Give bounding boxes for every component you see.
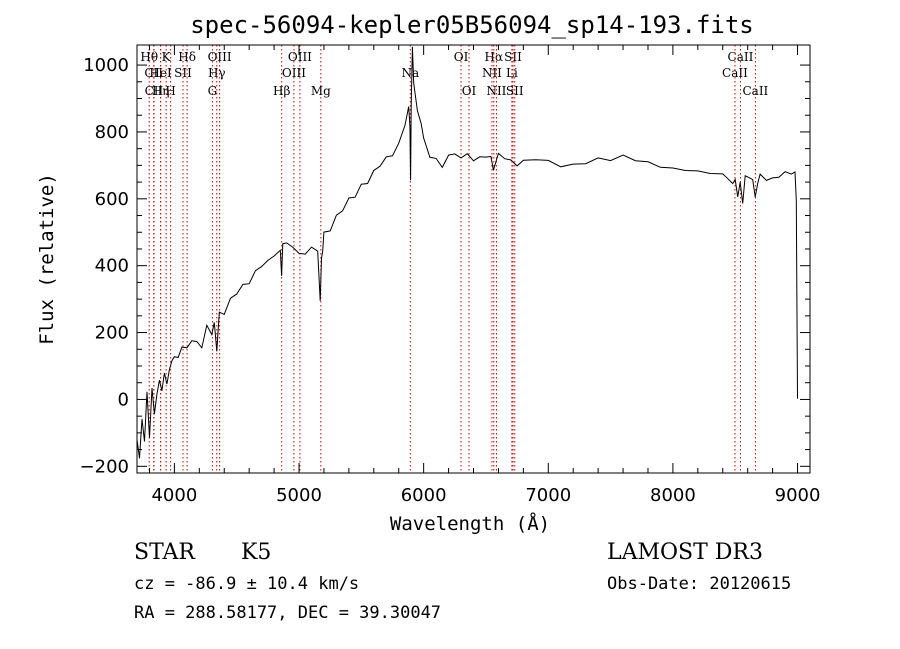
spectral-line-label-23: Li bbox=[506, 66, 518, 80]
x-tick-label: 5000 bbox=[276, 485, 322, 506]
spectral-line-label-26: CaII bbox=[722, 66, 748, 80]
spectral-line-label-12: Hβ bbox=[273, 84, 290, 98]
y-tick-label: −200 bbox=[80, 456, 129, 477]
spectral-line-label-22: SII bbox=[504, 50, 522, 64]
spectral-line-label-16: Na bbox=[401, 66, 419, 80]
spectral-line-label-7: H bbox=[165, 84, 175, 98]
spectral-line-label-11: G bbox=[208, 84, 218, 98]
chart-title: spec-56094-kepler05B56094_sp14-193.fits bbox=[190, 11, 754, 39]
y-tick-label: 1000 bbox=[83, 55, 129, 76]
spectral-line-label-5: Hη bbox=[152, 84, 170, 98]
spectral-line-label-19: Hα bbox=[485, 50, 504, 64]
axes: 4000 5000 6000 7000 8000 9000 −200 0 200 400 600 80… bbox=[80, 44, 821, 506]
y-tick-label: 800 bbox=[95, 122, 129, 143]
coordinates: RA = 288.58177, DEC = 39.30047 bbox=[134, 603, 442, 623]
spectral-line-label-13: OIII bbox=[288, 50, 312, 64]
redshift-velocity: cz = -86.9 ± 10.4 km/s bbox=[134, 574, 360, 594]
y-axis-label: Flux (relative) bbox=[36, 173, 58, 345]
x-tick-label: 7000 bbox=[525, 485, 571, 506]
spectral-line-label-6: SII bbox=[174, 66, 192, 80]
spectral-line-label-15: Mg bbox=[311, 84, 331, 98]
survey-name: LAMOST DR3 bbox=[607, 540, 763, 565]
spectral-line-label-2: CII bbox=[145, 84, 164, 98]
spectral-line-label-21: NII bbox=[486, 84, 506, 98]
plot-area bbox=[136, 46, 798, 459]
y-tick-label: 200 bbox=[95, 323, 129, 344]
y-tick-label: 600 bbox=[95, 189, 129, 210]
spectral-line-label-0: Hθ bbox=[140, 50, 158, 64]
observation-date: Obs-Date: 20120615 bbox=[607, 574, 792, 594]
object-subclass: K5 bbox=[241, 540, 272, 565]
spectral-line-label-17: OI bbox=[454, 50, 469, 64]
y-tick-label: 400 bbox=[95, 256, 129, 277]
x-tick-label: 4000 bbox=[151, 485, 197, 506]
plot-frame bbox=[136, 44, 811, 474]
spectral-line-label-18: OI bbox=[462, 84, 477, 98]
spectral-line-label-24: SII bbox=[506, 84, 524, 98]
spectrum-series-line bbox=[136, 46, 798, 459]
x-tick-label: 8000 bbox=[650, 485, 696, 506]
spectral-line-label-20: NII bbox=[482, 66, 502, 80]
spectral-line-label-3: K bbox=[162, 50, 172, 64]
x-tick-label: 9000 bbox=[775, 485, 821, 506]
spectral-line-label-25: CaII bbox=[728, 50, 754, 64]
spectral-line-label-10: Hγ bbox=[208, 66, 226, 80]
x-tick-label: 6000 bbox=[401, 485, 447, 506]
x-axis-label: Wavelength (Å) bbox=[390, 512, 550, 535]
spectral-line-label-27: CaII bbox=[742, 84, 768, 98]
spectral-line-label-8: Hδ bbox=[178, 50, 196, 64]
y-tick-label: 0 bbox=[118, 389, 129, 410]
object-class: STAR bbox=[134, 540, 195, 565]
spectral-line-label-14: OIII bbox=[282, 66, 306, 80]
spectral-line-label-9: OIII bbox=[208, 50, 232, 64]
